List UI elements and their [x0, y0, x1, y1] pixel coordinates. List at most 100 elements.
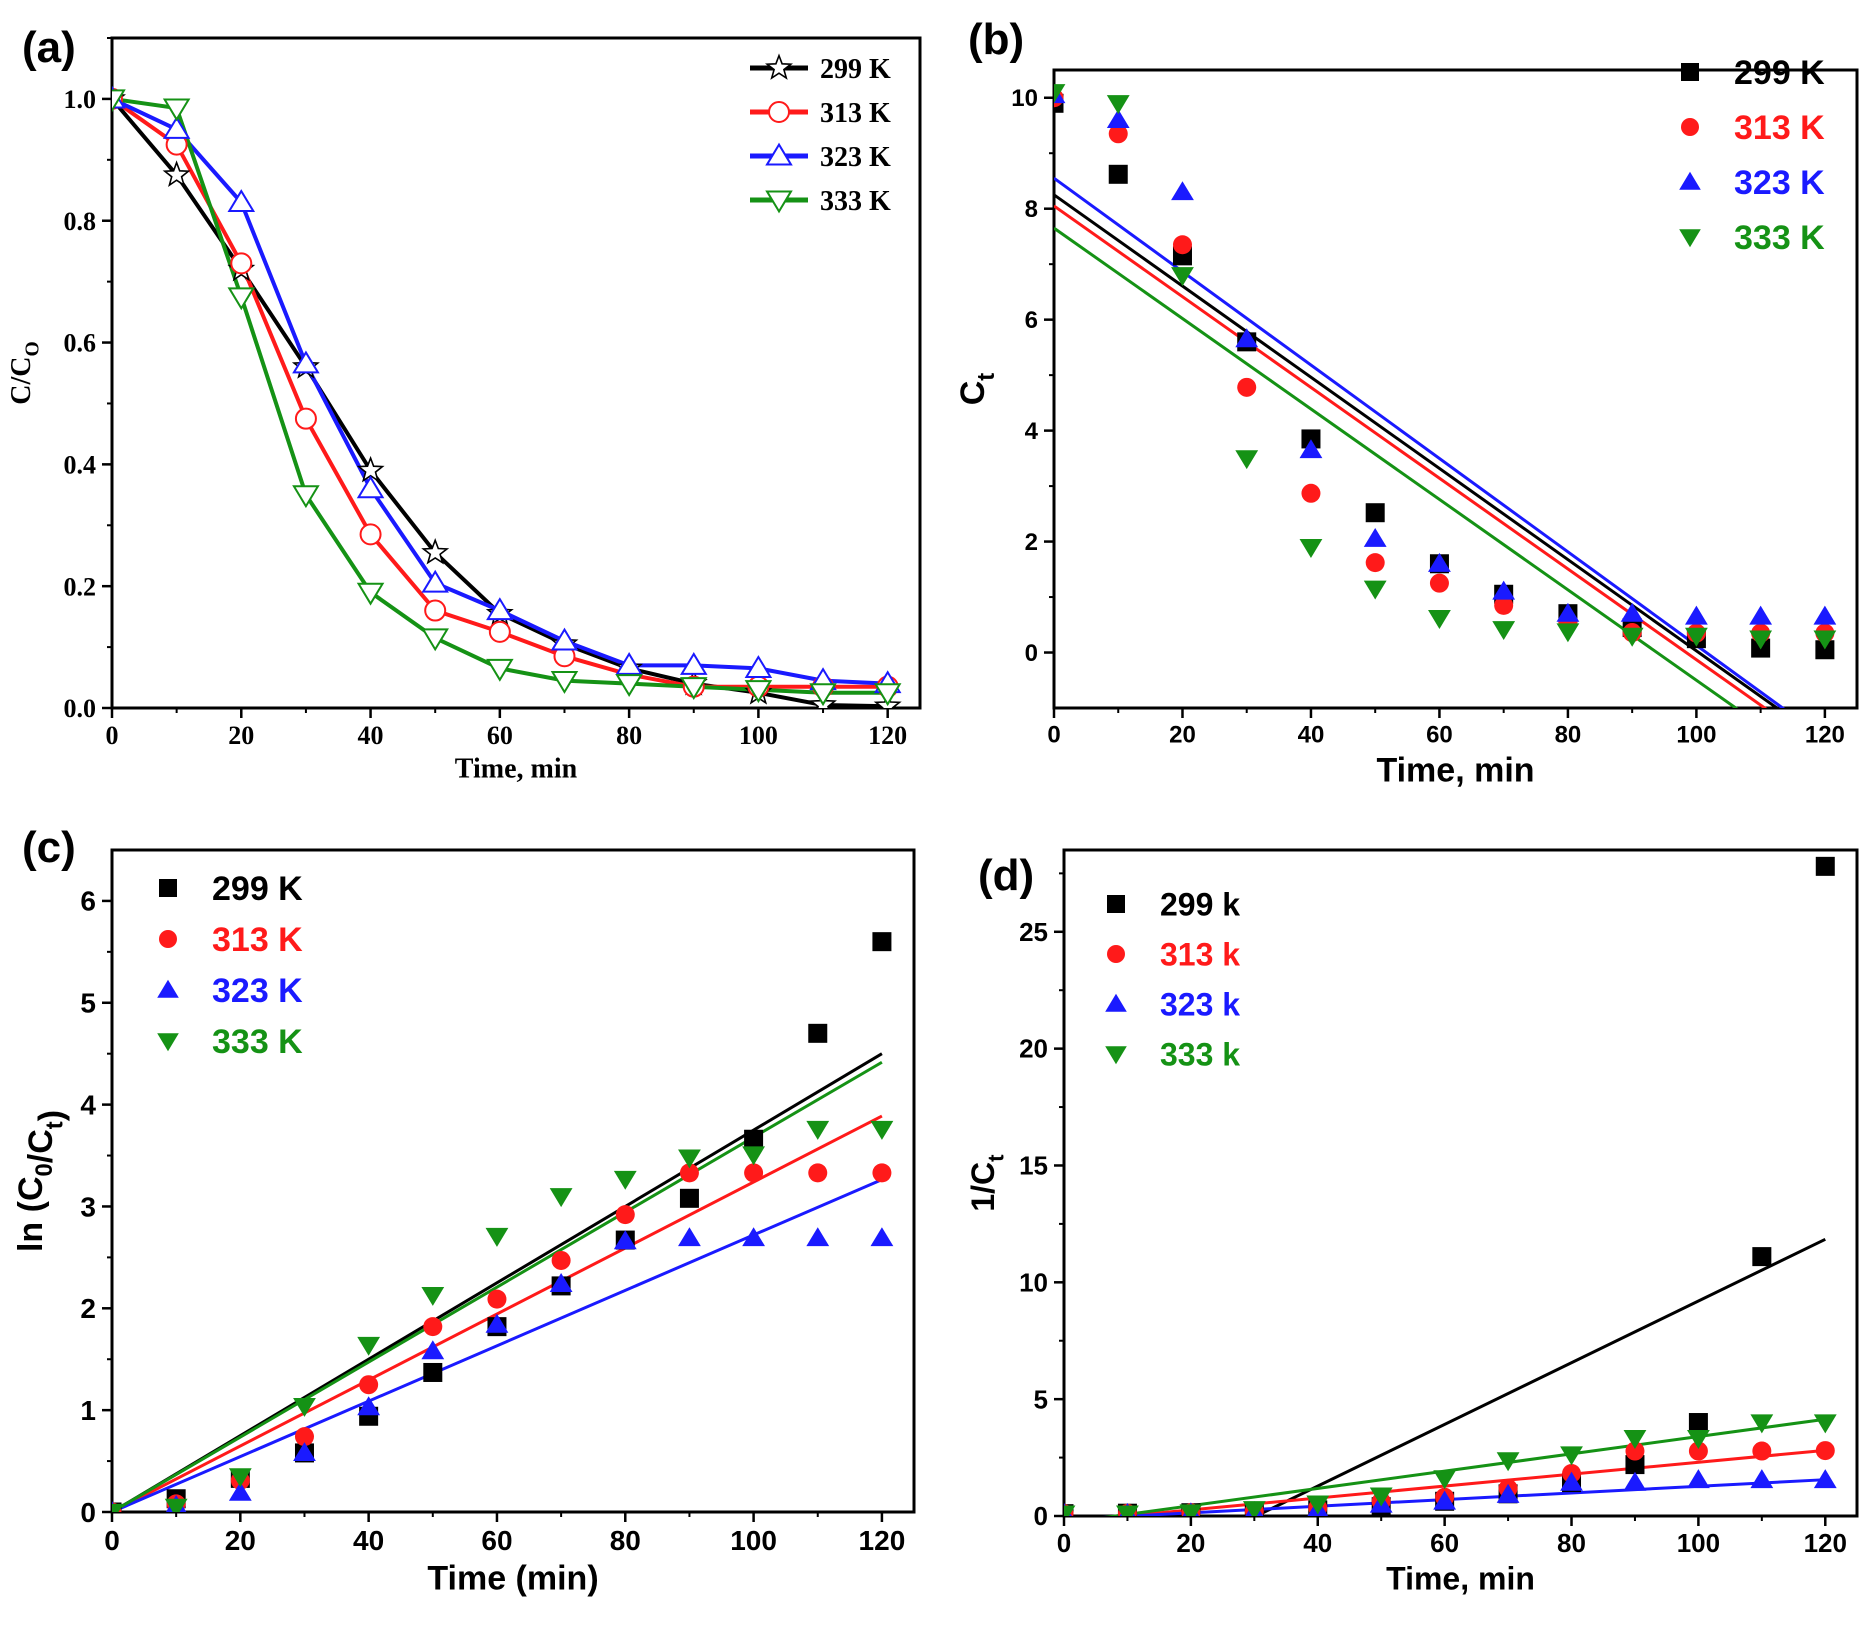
- triangle-up-marker: [1749, 605, 1773, 625]
- triangle-down-marker: [228, 1468, 252, 1488]
- legend-label: 323 K: [820, 142, 891, 173]
- triangle-down-marker: [485, 1227, 509, 1247]
- triangle-up-marker: [1813, 1469, 1837, 1489]
- triangle-up-marker: [1750, 1469, 1774, 1489]
- triangle-down-marker: [1369, 1487, 1393, 1507]
- x-tick-label: 80: [610, 1525, 641, 1556]
- triangle-down-marker: [1620, 627, 1644, 647]
- legend-label: 333 K: [820, 186, 891, 217]
- triangle-down-marker: [356, 582, 385, 606]
- y-tick-label: 6: [1025, 307, 1038, 334]
- circle-marker: [615, 1205, 635, 1225]
- x-tick-label: 100: [1677, 1528, 1720, 1558]
- x-tick-label: 20: [1169, 721, 1196, 748]
- panel-b: 0 20 40 60 80 100 120 0 2 4 6 8 10 Time, min Ct (b) 299 …: [954, 15, 1859, 790]
- y-tick-label: 10: [1019, 1267, 1048, 1297]
- triangle-down-marker: [1685, 627, 1708, 647]
- triangle-up-marker: [679, 652, 708, 675]
- triangle-up-marker: [1492, 580, 1516, 600]
- triangle-down-marker: [164, 1498, 188, 1512]
- x-tick-label: 40: [1303, 1528, 1332, 1558]
- circle-marker: [1681, 118, 1699, 136]
- legend: 299 k 313 k 323 k 333 k: [1105, 887, 1240, 1073]
- x-tick-label: 80: [1557, 1528, 1586, 1558]
- x-tick-label: 60: [1426, 721, 1453, 748]
- legend-label: 313 k: [1160, 937, 1240, 973]
- x-tick-label: 20: [228, 721, 254, 750]
- triangle-down-marker: [870, 1120, 894, 1140]
- y-axis-label: 1/Ct: [965, 1154, 1009, 1212]
- x-tick-label: 100: [730, 1525, 777, 1556]
- square-marker: [744, 1129, 764, 1149]
- panel-label: (d): [978, 851, 1034, 900]
- y-tick-label: 0.4: [64, 450, 97, 479]
- triangle-down-marker: [1054, 84, 1066, 104]
- legend-label: 323 K: [1734, 164, 1825, 202]
- circle-marker: [487, 1289, 507, 1309]
- triangle-down-marker: [227, 287, 256, 311]
- fit-line: [112, 1060, 883, 1512]
- triangle-up-marker: [162, 116, 191, 139]
- circle-marker: [1429, 573, 1449, 593]
- triangle-down-marker: [1433, 1470, 1457, 1490]
- triangle-up-marker: [228, 1481, 252, 1501]
- triangle-down-marker: [1105, 1046, 1127, 1065]
- triangle-up-marker: [1623, 1471, 1647, 1491]
- y-tick-label: 15: [1019, 1151, 1048, 1181]
- circle-marker: [1237, 377, 1257, 397]
- fit-line: [1054, 176, 1786, 708]
- square-marker: [1815, 640, 1835, 660]
- x-tick-label: 0: [1057, 1528, 1071, 1558]
- plot-frame: [110, 848, 916, 1514]
- panel-a: 0 20 40 60 80 100 120 0.0 0.2 0.4 0.6 0.8 1.0 Time, m…: [6, 23, 922, 784]
- y-tick-label: 0: [1025, 640, 1038, 667]
- x-tick-label: 60: [487, 721, 513, 750]
- triangle-down-marker: [1428, 610, 1451, 629]
- x-tick-label: 120: [859, 1525, 906, 1556]
- square-marker: [1752, 1247, 1772, 1267]
- circle-marker: [159, 930, 177, 948]
- circle-marker: [488, 620, 511, 643]
- x-tick-label: 40: [1298, 721, 1325, 748]
- triangle-down-marker: [549, 1188, 573, 1208]
- y-tick-label: 0: [1034, 1501, 1048, 1531]
- triangle-down-marker: [357, 1336, 381, 1356]
- plot-area: [1054, 84, 1837, 708]
- legend-label: 333 K: [212, 1023, 303, 1061]
- y-tick-label: 2: [1025, 529, 1038, 556]
- triangle-down-marker: [1363, 580, 1387, 600]
- square-marker: [1365, 503, 1385, 523]
- triangle-down-marker: [613, 1170, 637, 1190]
- legend-label: 333 k: [1160, 1037, 1240, 1073]
- y-tick-label: 0: [80, 1497, 96, 1528]
- circle-marker: [551, 1250, 571, 1270]
- circle-marker: [359, 1375, 379, 1395]
- square-marker: [679, 1188, 699, 1208]
- plot-area: [1064, 856, 1837, 1516]
- triangle-down-marker: [615, 674, 643, 697]
- y-tick-label: 0.8: [64, 207, 97, 236]
- panel-d: 0 20 40 60 80 100 120 0 5 10 15 20 25 Time, min 1/Ct (d…: [965, 848, 1859, 1597]
- triangle-up-marker: [1235, 328, 1259, 348]
- y-tick-label: 4: [1025, 418, 1039, 445]
- triangle-up-marker: [485, 1313, 509, 1333]
- triangle-down-marker: [1306, 1495, 1330, 1515]
- triangle-up-marker: [1496, 1483, 1520, 1503]
- triangle-down-marker: [292, 485, 320, 509]
- triangle-up-marker: [486, 597, 514, 621]
- triangle-down-marker: [1813, 1414, 1837, 1434]
- triangle-up-marker: [1813, 605, 1837, 625]
- triangle-up-marker: [1679, 171, 1701, 190]
- square-marker: [1815, 856, 1835, 876]
- y-axis-label: Ct: [954, 373, 1000, 406]
- y-tick-label: 3: [80, 1191, 96, 1222]
- triangle-down-marker: [765, 190, 793, 214]
- triangle-up-marker: [550, 627, 579, 651]
- y-tick-label: 5: [1034, 1384, 1048, 1414]
- circle-marker: [359, 523, 382, 546]
- legend-label: 299 K: [1734, 54, 1825, 92]
- x-tick-label: 100: [1676, 721, 1716, 748]
- y-tick-label: 25: [1019, 917, 1048, 947]
- legend-label: 323 k: [1160, 987, 1240, 1023]
- triangle-down-marker: [421, 1286, 445, 1306]
